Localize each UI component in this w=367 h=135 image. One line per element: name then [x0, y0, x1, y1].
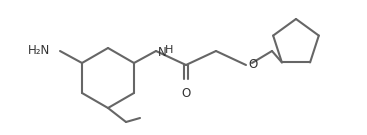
Text: O: O: [248, 58, 257, 72]
Text: N: N: [158, 45, 167, 58]
Text: O: O: [181, 87, 190, 100]
Text: H: H: [165, 45, 173, 55]
Text: H₂N: H₂N: [28, 43, 50, 57]
